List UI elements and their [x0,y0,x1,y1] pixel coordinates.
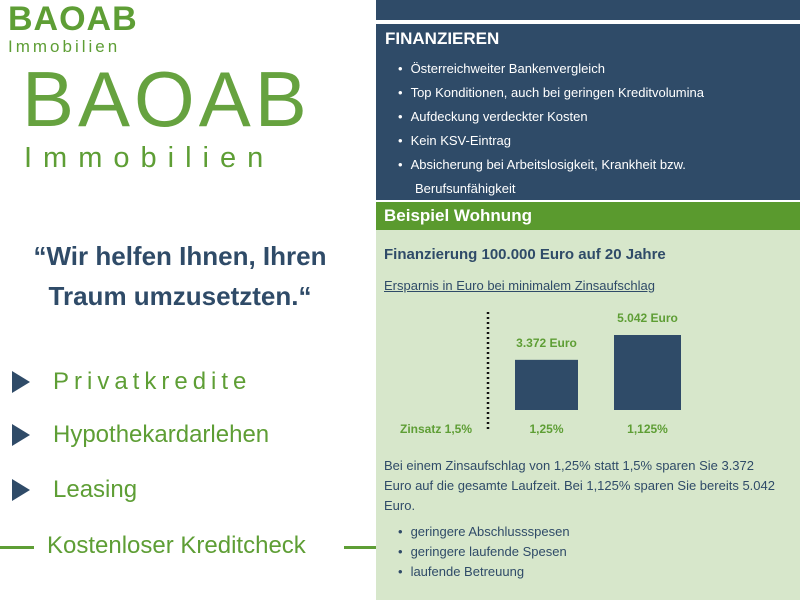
category-label: 1,25% [529,422,563,436]
service-label: Leasing [53,476,138,503]
divider [0,546,34,549]
list-item: geringere Abschlussspesen [398,522,570,542]
list-item: Kein KSV-Eintrag [398,129,778,153]
logo-large-subtitle: Immobilien [24,142,275,174]
service-privatkredite: Privatkredite [12,368,251,396]
play-triangle-icon [12,479,30,501]
kreditcheck-label: Kostenloser Kreditcheck [47,532,306,559]
chart-caption: Ersparnis in Euro bei minimalem Zinsaufs… [384,278,655,293]
list-item: Top Konditionen, auch bei geringen Kredi… [398,81,778,105]
list-item: Österreichweiter Bankenvergleich [398,57,778,81]
left-panel: BAOAB Immobilien BAOAB Immobilien “Wir h… [0,0,376,600]
finanzieren-title: FINANZIEREN [385,29,500,48]
list-item: Aufdeckung verdeckter Kosten [398,105,778,129]
list-item: geringere laufende Spesen [398,542,570,562]
service-leasing: Leasing [12,476,137,504]
top-band [376,0,800,20]
data-label: 5.042 Euro [617,311,678,325]
list-item-continuation: Berufsunfähigkeit [415,181,516,196]
list-item: laufende Betreuung [398,562,570,582]
beispiel-box: Finanzierung 100.000 Euro auf 20 Jahre E… [376,230,800,600]
bar-1,25% [515,359,578,410]
finanzieren-list: Österreichweiter Bankenvergleich Top Kon… [398,57,778,201]
quote: “Wir helfen Ihnen, Ihren Traum umzusetzt… [0,236,360,316]
category-label: 1,125% [627,422,668,436]
quote-line-2: Traum umzusetzten.“ [48,281,312,311]
data-label: 3.372 Euro [516,336,577,350]
service-hypothekardarlehen: Hypothekardarlehen [12,421,269,449]
play-triangle-icon [12,371,30,393]
kreditcheck-banner: Kostenloser Kreditcheck [0,532,376,562]
quote-line-1: “Wir helfen Ihnen, Ihren [33,241,327,271]
beispiel-paragraph: Bei einem Zinsaufschlag von 1,25% statt … [384,458,775,513]
finanzieren-box: FINANZIEREN Österreichweiter Bankenvergl… [376,24,800,200]
savings-chart: Zinsatz 1,5% 3.372 Euro 1,25% 5.042 Euro 1,… [400,311,681,436]
list-item: Absicherung bei Arbeitslosigkeit, Krankh… [398,153,778,177]
logo-large: BAOAB [22,55,311,143]
beispiel-title: Beispiel Wohnung [376,202,800,230]
play-triangle-icon [12,424,30,446]
benefits-list: geringere Abschlussspesen geringere lauf… [398,522,570,582]
logo-small: BAOAB [8,0,138,38]
logo-small-subtitle: Immobilien [8,37,121,56]
baseline-label: Zinsatz 1,5% [400,422,472,436]
service-label: Hypothekardarlehen [53,421,270,448]
bar-1,125% [614,335,681,410]
divider [344,546,376,549]
service-label: Privatkredite [53,368,252,395]
beispiel-subtitle: Finanzierung 100.000 Euro auf 20 Jahre [384,246,666,263]
